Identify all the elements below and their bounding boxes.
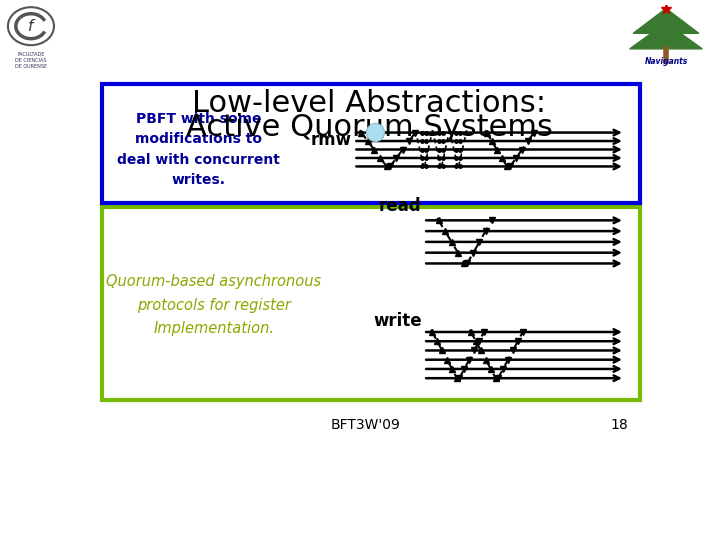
Text: Quorum-based asynchronous
protocols for register
Implementation.: Quorum-based asynchronous protocols for …: [107, 274, 322, 336]
Text: f: f: [28, 19, 34, 33]
Text: read: read: [379, 198, 422, 215]
Polygon shape: [633, 9, 699, 33]
FancyBboxPatch shape: [102, 84, 640, 204]
Text: Low-level Abstractions:: Low-level Abstractions:: [192, 89, 546, 118]
Text: write: write: [373, 312, 422, 330]
FancyBboxPatch shape: [102, 207, 640, 400]
Text: Navigants: Navigants: [644, 57, 688, 66]
Text: Active Quorum Systems: Active Quorum Systems: [186, 113, 552, 143]
Text: 18: 18: [611, 418, 629, 432]
Text: BFT3W'09: BFT3W'09: [330, 418, 400, 432]
Polygon shape: [630, 23, 702, 49]
Text: rmw: rmw: [311, 131, 352, 149]
Text: FACULTADE
DE CIENCIAS
DE OURENSE: FACULTADE DE CIENCIAS DE OURENSE: [15, 52, 47, 69]
Text: PBFT with some
modifications to
deal with concurrent
writes.: PBFT with some modifications to deal wit…: [117, 112, 280, 187]
